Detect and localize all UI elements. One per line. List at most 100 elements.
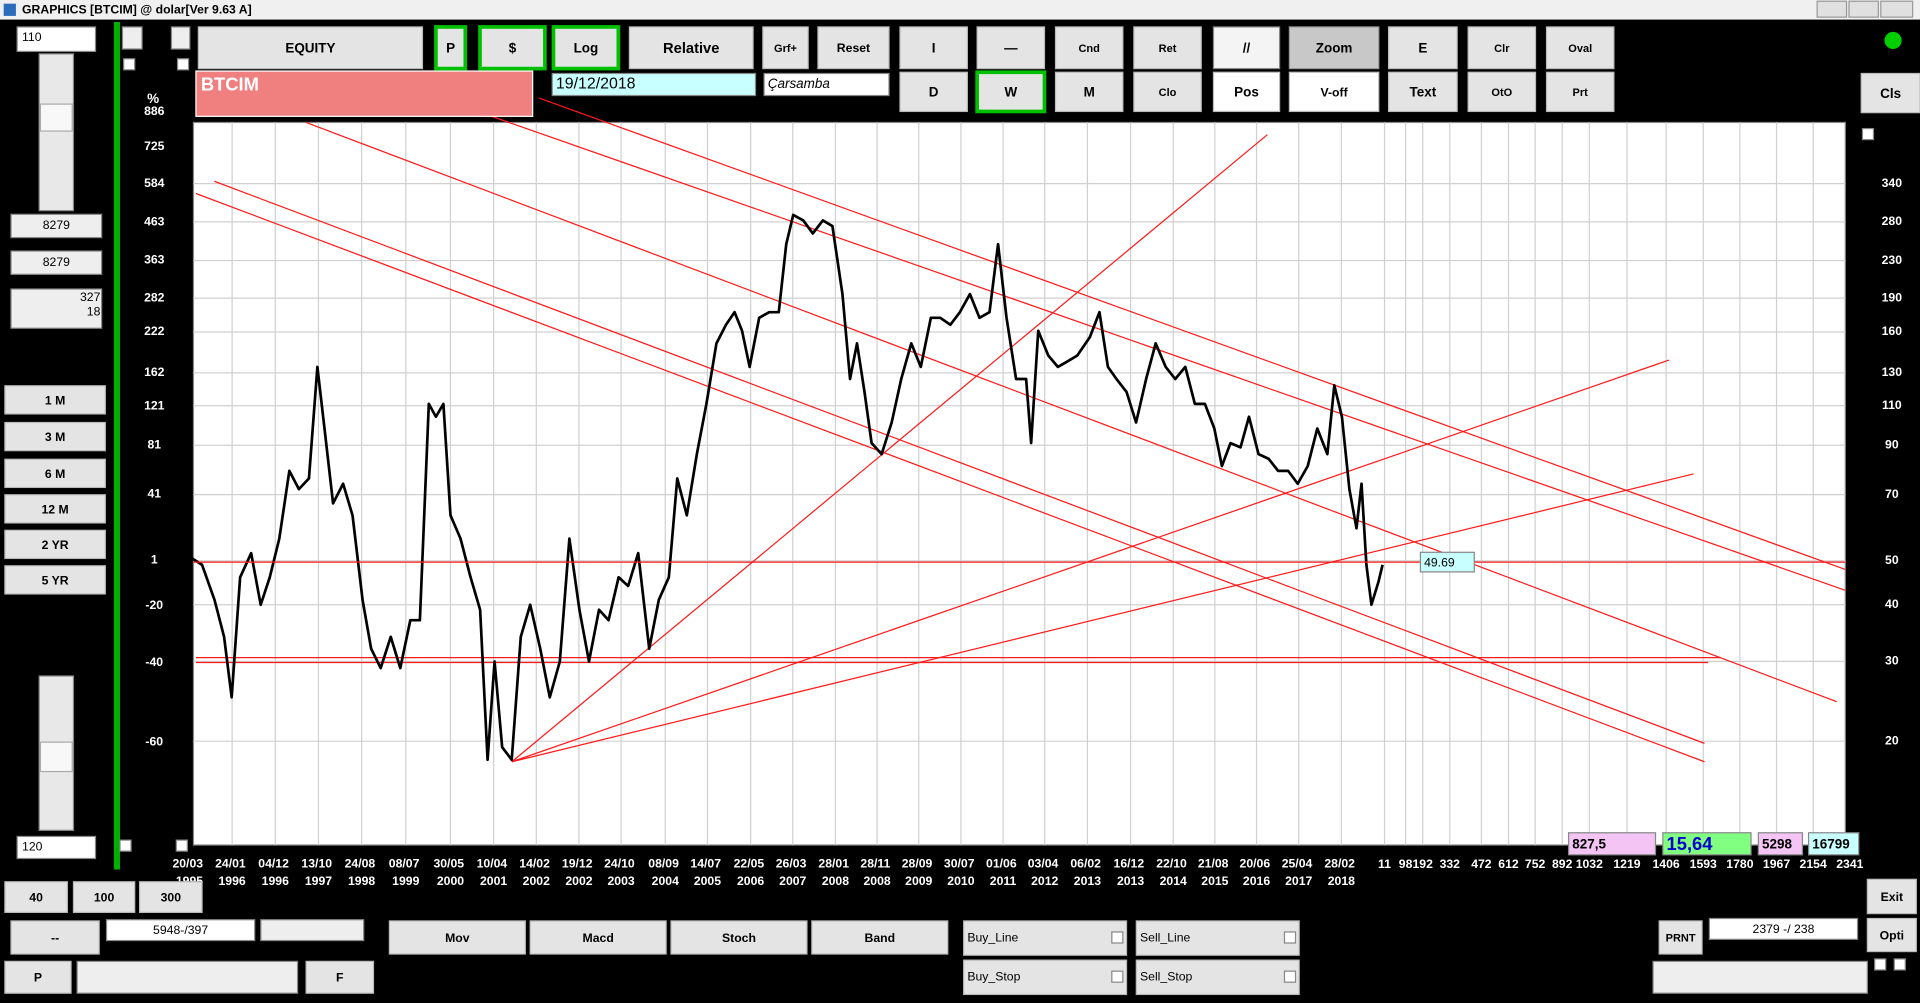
button[interactable] xyxy=(305,960,375,994)
button[interactable] xyxy=(4,421,106,452)
arrow-button[interactable] xyxy=(170,26,191,50)
button[interactable] xyxy=(762,26,809,70)
scrollbar[interactable] xyxy=(38,53,75,212)
button[interactable] xyxy=(434,25,468,71)
button[interactable] xyxy=(4,529,106,560)
button-label: Stoch xyxy=(722,931,756,945)
button[interactable] xyxy=(1545,26,1615,70)
button[interactable] xyxy=(72,881,136,913)
button[interactable] xyxy=(1212,26,1281,70)
button[interactable] xyxy=(1133,26,1202,70)
text-field[interactable] xyxy=(1708,917,1859,940)
button[interactable] xyxy=(811,920,949,955)
scroll-thumb[interactable] xyxy=(39,741,73,773)
button[interactable] xyxy=(899,26,968,70)
button[interactable] xyxy=(975,70,1047,114)
button-label: Macd xyxy=(583,931,614,945)
checkbox[interactable] xyxy=(1283,970,1297,983)
x-tick-label: 08/09 2004 xyxy=(648,857,682,888)
button[interactable] xyxy=(1387,71,1458,113)
scrollbar[interactable] xyxy=(1652,960,1868,994)
scrollbar[interactable] xyxy=(76,960,299,994)
button[interactable] xyxy=(1866,878,1917,915)
button[interactable] xyxy=(4,881,68,913)
text-field[interactable] xyxy=(105,919,256,942)
button[interactable] xyxy=(478,25,547,71)
checkbox[interactable] xyxy=(176,58,190,71)
scrollbar[interactable] xyxy=(260,919,365,942)
button-label: W xyxy=(1004,85,1017,100)
button[interactable] xyxy=(4,960,72,994)
minimize-button[interactable] xyxy=(1816,0,1848,18)
button[interactable] xyxy=(1545,71,1615,113)
checkbox[interactable] xyxy=(123,58,136,71)
button[interactable] xyxy=(1054,26,1124,70)
button-label: 2 YR xyxy=(42,538,69,552)
button[interactable] xyxy=(4,458,106,489)
trend-line xyxy=(305,121,1837,703)
date-field[interactable] xyxy=(551,72,757,97)
arrow-button[interactable] xyxy=(121,26,143,50)
button[interactable] xyxy=(1467,26,1537,70)
checkbox[interactable] xyxy=(1893,958,1906,971)
checkbox[interactable] xyxy=(1861,127,1875,141)
button[interactable] xyxy=(817,26,890,70)
trend-line xyxy=(214,180,1705,744)
button[interactable] xyxy=(551,25,621,71)
button-label: PRNT xyxy=(1666,933,1696,945)
close-button[interactable] xyxy=(1880,0,1914,18)
maximize-button[interactable] xyxy=(1848,0,1879,18)
button[interactable] xyxy=(4,494,106,524)
value-text: 18 xyxy=(87,305,101,319)
button[interactable] xyxy=(529,920,667,955)
check-label: Buy_Line xyxy=(967,930,1018,944)
checkbox[interactable] xyxy=(175,839,188,852)
button[interactable] xyxy=(1866,917,1917,953)
button-label: OtO xyxy=(1491,87,1512,99)
button[interactable] xyxy=(628,26,754,70)
check-option[interactable] xyxy=(1135,959,1300,996)
x-tick-label: 22/05 2006 xyxy=(734,857,768,888)
bottom-input[interactable] xyxy=(16,835,97,860)
button[interactable] xyxy=(1288,71,1380,113)
checkbox[interactable] xyxy=(1874,958,1887,971)
x-tick-label: 1593 xyxy=(1690,857,1717,871)
button[interactable] xyxy=(197,26,424,70)
checkbox[interactable] xyxy=(119,839,132,852)
plot-area xyxy=(192,121,1846,846)
button[interactable] xyxy=(1467,71,1537,113)
button[interactable] xyxy=(1054,71,1124,113)
button[interactable] xyxy=(670,920,808,955)
button[interactable] xyxy=(388,920,526,955)
button[interactable] xyxy=(4,565,106,595)
button-label: $ xyxy=(509,41,517,56)
button[interactable] xyxy=(4,385,106,415)
check-option[interactable] xyxy=(963,959,1128,996)
button[interactable] xyxy=(1658,920,1703,955)
value-box xyxy=(10,250,103,275)
button[interactable] xyxy=(1860,72,1920,114)
button[interactable] xyxy=(10,920,100,955)
checkbox[interactable] xyxy=(1111,931,1124,944)
button[interactable] xyxy=(1387,26,1458,70)
y-tick-label: 190 xyxy=(1882,290,1903,304)
button[interactable] xyxy=(1288,26,1380,70)
scroll-thumb[interactable] xyxy=(39,103,73,132)
button[interactable] xyxy=(138,881,203,913)
value-box xyxy=(10,213,103,239)
count-input[interactable] xyxy=(16,26,97,53)
last-value-box xyxy=(1419,551,1475,573)
button[interactable] xyxy=(1212,71,1281,113)
x-tick-label: 612 xyxy=(1498,857,1519,871)
button[interactable] xyxy=(899,71,968,113)
check-option[interactable] xyxy=(1135,920,1300,956)
button[interactable] xyxy=(976,26,1046,70)
stat-value: 5298 xyxy=(1762,837,1792,852)
y-tick-label: 90 xyxy=(1885,437,1899,451)
checkbox[interactable] xyxy=(1111,970,1124,983)
field-text: 5948-/397 xyxy=(153,923,208,937)
checkbox[interactable] xyxy=(1283,931,1297,944)
trend-line xyxy=(403,85,1846,591)
button[interactable] xyxy=(1133,71,1202,113)
check-option[interactable] xyxy=(963,920,1128,956)
